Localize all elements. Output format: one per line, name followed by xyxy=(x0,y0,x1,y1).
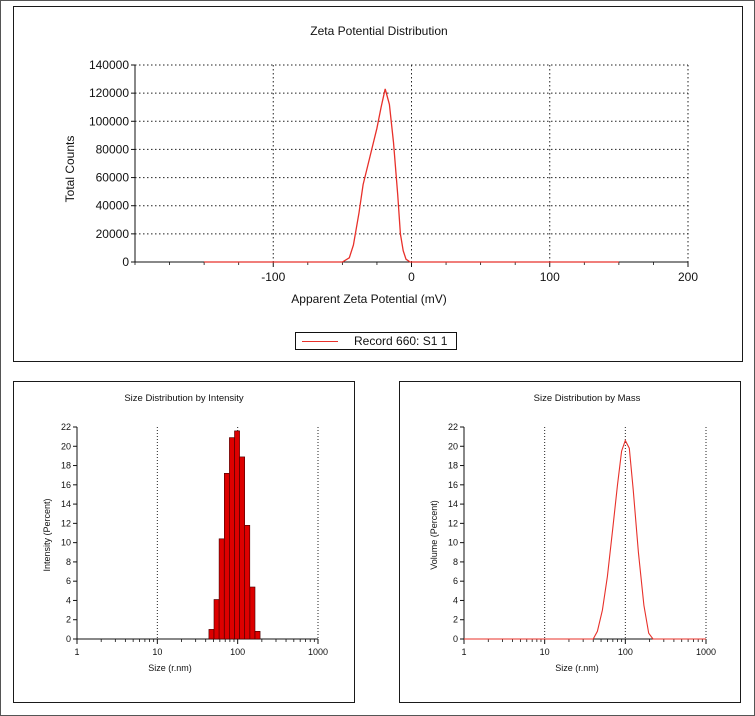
mass-ytick-label-6: 12 xyxy=(448,518,458,528)
mass-x-axis-label: Size (r.nm) xyxy=(555,663,599,673)
zeta-potential-chart: Zeta Potential Distribution Apparent Zet… xyxy=(63,24,698,306)
zeta-ytick-label-7: 140000 xyxy=(89,58,129,72)
mass-ytick-label-3: 6 xyxy=(453,576,458,586)
mass-ytick-label-10: 20 xyxy=(448,441,458,451)
legend-series-label: Record 660: S1 1 xyxy=(354,334,448,348)
int-ytick-label-2: 4 xyxy=(66,595,71,605)
zeta-y-axis-label: Total Counts xyxy=(63,136,77,203)
mass-y-axis-label: Volume (Percent) xyxy=(429,500,439,570)
zeta-xtick-label-2: 100 xyxy=(540,270,560,284)
int-ytick-label-3: 6 xyxy=(66,576,71,586)
zeta-xtick-label-1: 0 xyxy=(408,270,415,284)
zeta-ytick-label-4: 80000 xyxy=(96,142,130,156)
int-ytick-label-7: 14 xyxy=(61,499,71,509)
zeta-ytick-label-0: 0 xyxy=(122,255,129,269)
mass-xtick-label-1: 10 xyxy=(540,647,550,657)
intensity-bar-3 xyxy=(224,473,230,640)
intensity-bar-7 xyxy=(244,525,251,640)
int-ytick-label-8: 16 xyxy=(61,480,71,490)
mass-xtick-label-3: 1000 xyxy=(696,647,716,657)
zeta-chart-title: Zeta Potential Distribution xyxy=(310,24,447,38)
size-intensity-panel: Size Distribution by Intensity Size (r.n… xyxy=(13,381,355,703)
zeta-ytick-label-6: 120000 xyxy=(89,86,129,100)
zeta-ytick-label-1: 20000 xyxy=(96,227,130,241)
intensity-bar-9 xyxy=(254,631,261,640)
intensity-bar-0 xyxy=(208,629,215,640)
mass-ytick-label-5: 10 xyxy=(448,538,458,548)
mass-ytick-label-8: 16 xyxy=(448,480,458,490)
size-mass-panel: Size Distribution by Mass Size (r.nm) Vo… xyxy=(399,381,741,703)
intensity-bar-8 xyxy=(249,586,256,640)
int-ytick-label-0: 0 xyxy=(66,634,71,644)
mass-xtick-label-2: 100 xyxy=(618,647,633,657)
zeta-series-line-0 xyxy=(204,88,619,263)
size-intensity-chart: Size Distribution by Intensity Size (r.n… xyxy=(42,393,328,673)
zeta-xtick-label-3: 200 xyxy=(678,270,698,284)
zeta-ytick-label-5: 100000 xyxy=(89,114,129,128)
zeta-ytick-label-3: 60000 xyxy=(96,171,130,185)
intensity-bar-4 xyxy=(229,437,235,640)
int-xtick-label-3: 1000 xyxy=(308,647,328,657)
int-ytick-label-6: 12 xyxy=(61,518,71,528)
mass-ytick-label-0: 0 xyxy=(453,634,458,644)
intensity-bar-6 xyxy=(239,456,246,640)
intensity-bar-5 xyxy=(234,430,240,640)
mass-ytick-label-2: 4 xyxy=(453,595,458,605)
zeta-legend: Record 660: S1 1 xyxy=(295,332,457,350)
intensity-bar-1 xyxy=(213,599,220,640)
legend-series-swatch xyxy=(302,341,338,342)
size-mass-chart: Size Distribution by Mass Size (r.nm) Vo… xyxy=(429,393,716,673)
zeta-x-axis-label: Apparent Zeta Potential (mV) xyxy=(291,292,446,306)
int-xtick-label-1: 10 xyxy=(152,647,162,657)
int-ytick-label-11: 22 xyxy=(61,422,71,432)
int-ytick-label-1: 2 xyxy=(66,615,71,625)
int-xtick-label-0: 1 xyxy=(74,647,79,657)
intensity-chart-title: Size Distribution by Intensity xyxy=(124,393,244,404)
int-xtick-label-2: 100 xyxy=(230,647,245,657)
mass-ytick-label-7: 14 xyxy=(448,499,458,509)
int-ytick-label-9: 18 xyxy=(61,461,71,471)
int-ytick-label-5: 10 xyxy=(61,538,71,548)
intensity-x-axis-label: Size (r.nm) xyxy=(148,663,192,673)
int-ytick-label-10: 20 xyxy=(61,441,71,451)
int-ytick-label-4: 8 xyxy=(66,557,71,567)
zeta-xtick-label-0: -100 xyxy=(261,270,285,284)
mass-xtick-label-0: 1 xyxy=(461,647,466,657)
intensity-bar-2 xyxy=(218,538,225,640)
intensity-y-axis-label: Intensity (Percent) xyxy=(42,498,52,571)
mass-ytick-label-11: 22 xyxy=(448,422,458,432)
zeta-ytick-label-2: 40000 xyxy=(96,199,130,213)
mass-ytick-label-4: 8 xyxy=(453,557,458,567)
mass-chart-title: Size Distribution by Mass xyxy=(534,393,641,404)
mass-ytick-label-1: 2 xyxy=(453,615,458,625)
mass-series-line-0 xyxy=(464,439,706,640)
zeta-potential-panel: Zeta Potential Distribution Apparent Zet… xyxy=(13,6,743,362)
mass-ytick-label-9: 18 xyxy=(448,461,458,471)
